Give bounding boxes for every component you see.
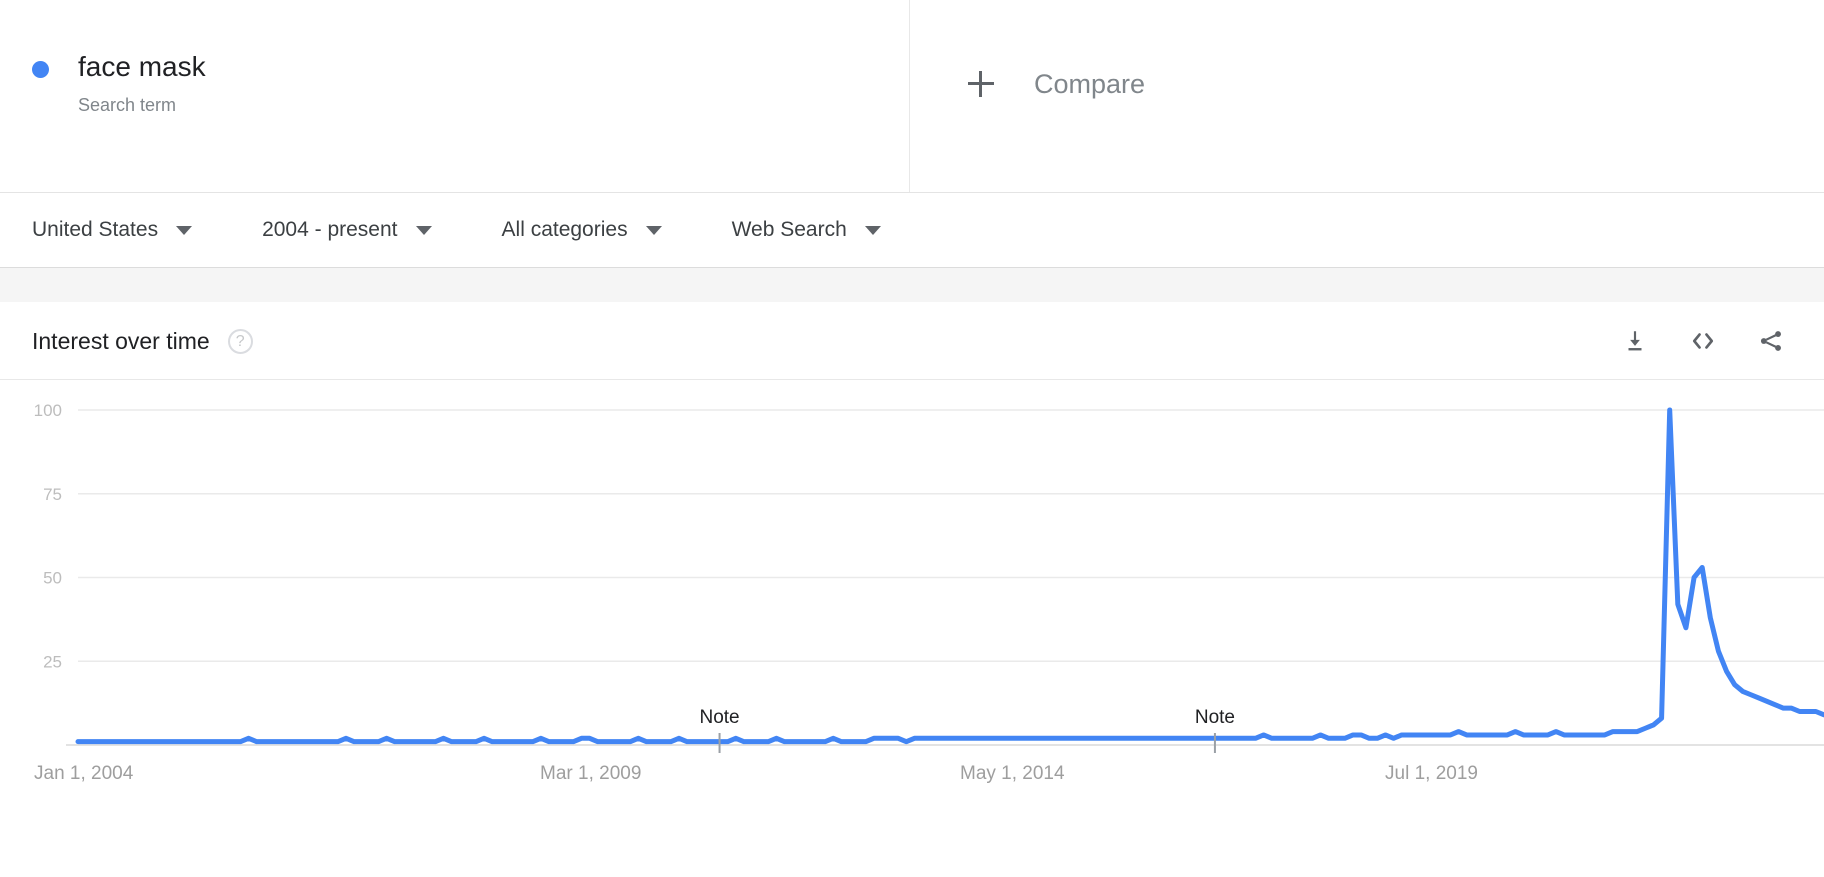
y-axis-tick: 100 (34, 401, 62, 420)
chart-note-annotation: Note (1195, 707, 1235, 728)
filter-search-type[interactable]: Web Search (732, 217, 881, 243)
page-title: Interest over time (32, 328, 210, 354)
card-title-wrap: Interest over time ? (32, 327, 253, 355)
chart-note-annotation: Note (699, 707, 739, 728)
chevron-down-icon (415, 225, 432, 235)
search-term-cell[interactable]: face mask Search term (0, 0, 910, 192)
interest-over-time-card: Interest over time ? (0, 303, 1824, 840)
plus-icon (968, 71, 994, 97)
search-term-title: face mask (78, 51, 206, 82)
chevron-down-icon (645, 225, 662, 235)
card-header: Interest over time ? (0, 303, 1824, 380)
filter-category-label: All categories (501, 218, 628, 241)
series-color-dot (32, 61, 49, 78)
filter-region-label: United States (32, 218, 159, 241)
filter-region[interactable]: United States (32, 217, 193, 243)
y-axis-tick: 50 (43, 569, 62, 588)
filter-time-range[interactable]: 2004 - present (262, 217, 432, 243)
x-axis-tick: Mar 1, 2009 (540, 763, 641, 784)
x-axis-tick: May 1, 2014 (960, 763, 1065, 784)
share-icon[interactable] (1754, 324, 1788, 358)
search-term-text: face mask Search term (78, 50, 206, 116)
help-icon[interactable]: ? (227, 328, 253, 354)
compare-cell: Compare (910, 0, 1824, 192)
y-axis-tick: 25 (43, 652, 62, 671)
compare-label: Compare (1034, 69, 1146, 99)
section-spacer (0, 268, 1824, 303)
chart-plot-area[interactable]: 100 75 50 25 Note Note Jan 1, 2004 Mar 1, 2009 M… (0, 380, 1824, 840)
card-actions (1618, 324, 1788, 358)
search-term-bar: face mask Search term Compare (0, 0, 1824, 193)
filter-bar: United States 2004 - present All categor… (0, 193, 1824, 268)
embed-icon[interactable] (1686, 324, 1720, 358)
search-term-subtitle: Search term (78, 95, 177, 115)
x-axis-tick: Jan 1, 2004 (34, 763, 134, 784)
y-axis-tick: 75 (43, 485, 62, 504)
filter-search-type-label: Web Search (731, 218, 847, 241)
series-line-face-mask (75, 407, 1824, 745)
filter-category[interactable]: All categories (502, 217, 662, 243)
chevron-down-icon (176, 225, 193, 235)
chevron-down-icon (864, 225, 881, 235)
filter-time-range-label: 2004 - present (262, 218, 398, 241)
trends-line-chart: 100 75 50 25 Note Note Jan 1, 2004 Mar 1, 2009 M… (34, 401, 1824, 784)
download-icon[interactable] (1618, 324, 1652, 358)
x-axis-tick: Jul 1, 2019 (1385, 763, 1478, 784)
add-comparison-button[interactable]: Compare (968, 68, 1145, 100)
